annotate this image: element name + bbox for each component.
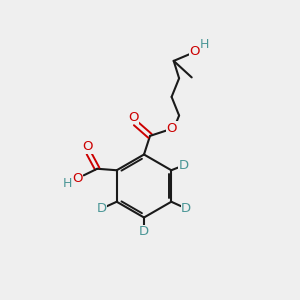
Text: H: H — [63, 177, 72, 190]
Text: H: H — [200, 38, 210, 51]
Text: D: D — [97, 202, 107, 215]
Text: O: O — [83, 140, 93, 153]
Text: D: D — [179, 159, 189, 172]
Text: O: O — [167, 122, 177, 135]
Text: O: O — [128, 111, 138, 124]
Text: O: O — [190, 45, 200, 58]
Text: O: O — [72, 172, 83, 185]
Text: D: D — [181, 202, 191, 215]
Text: D: D — [139, 225, 149, 239]
